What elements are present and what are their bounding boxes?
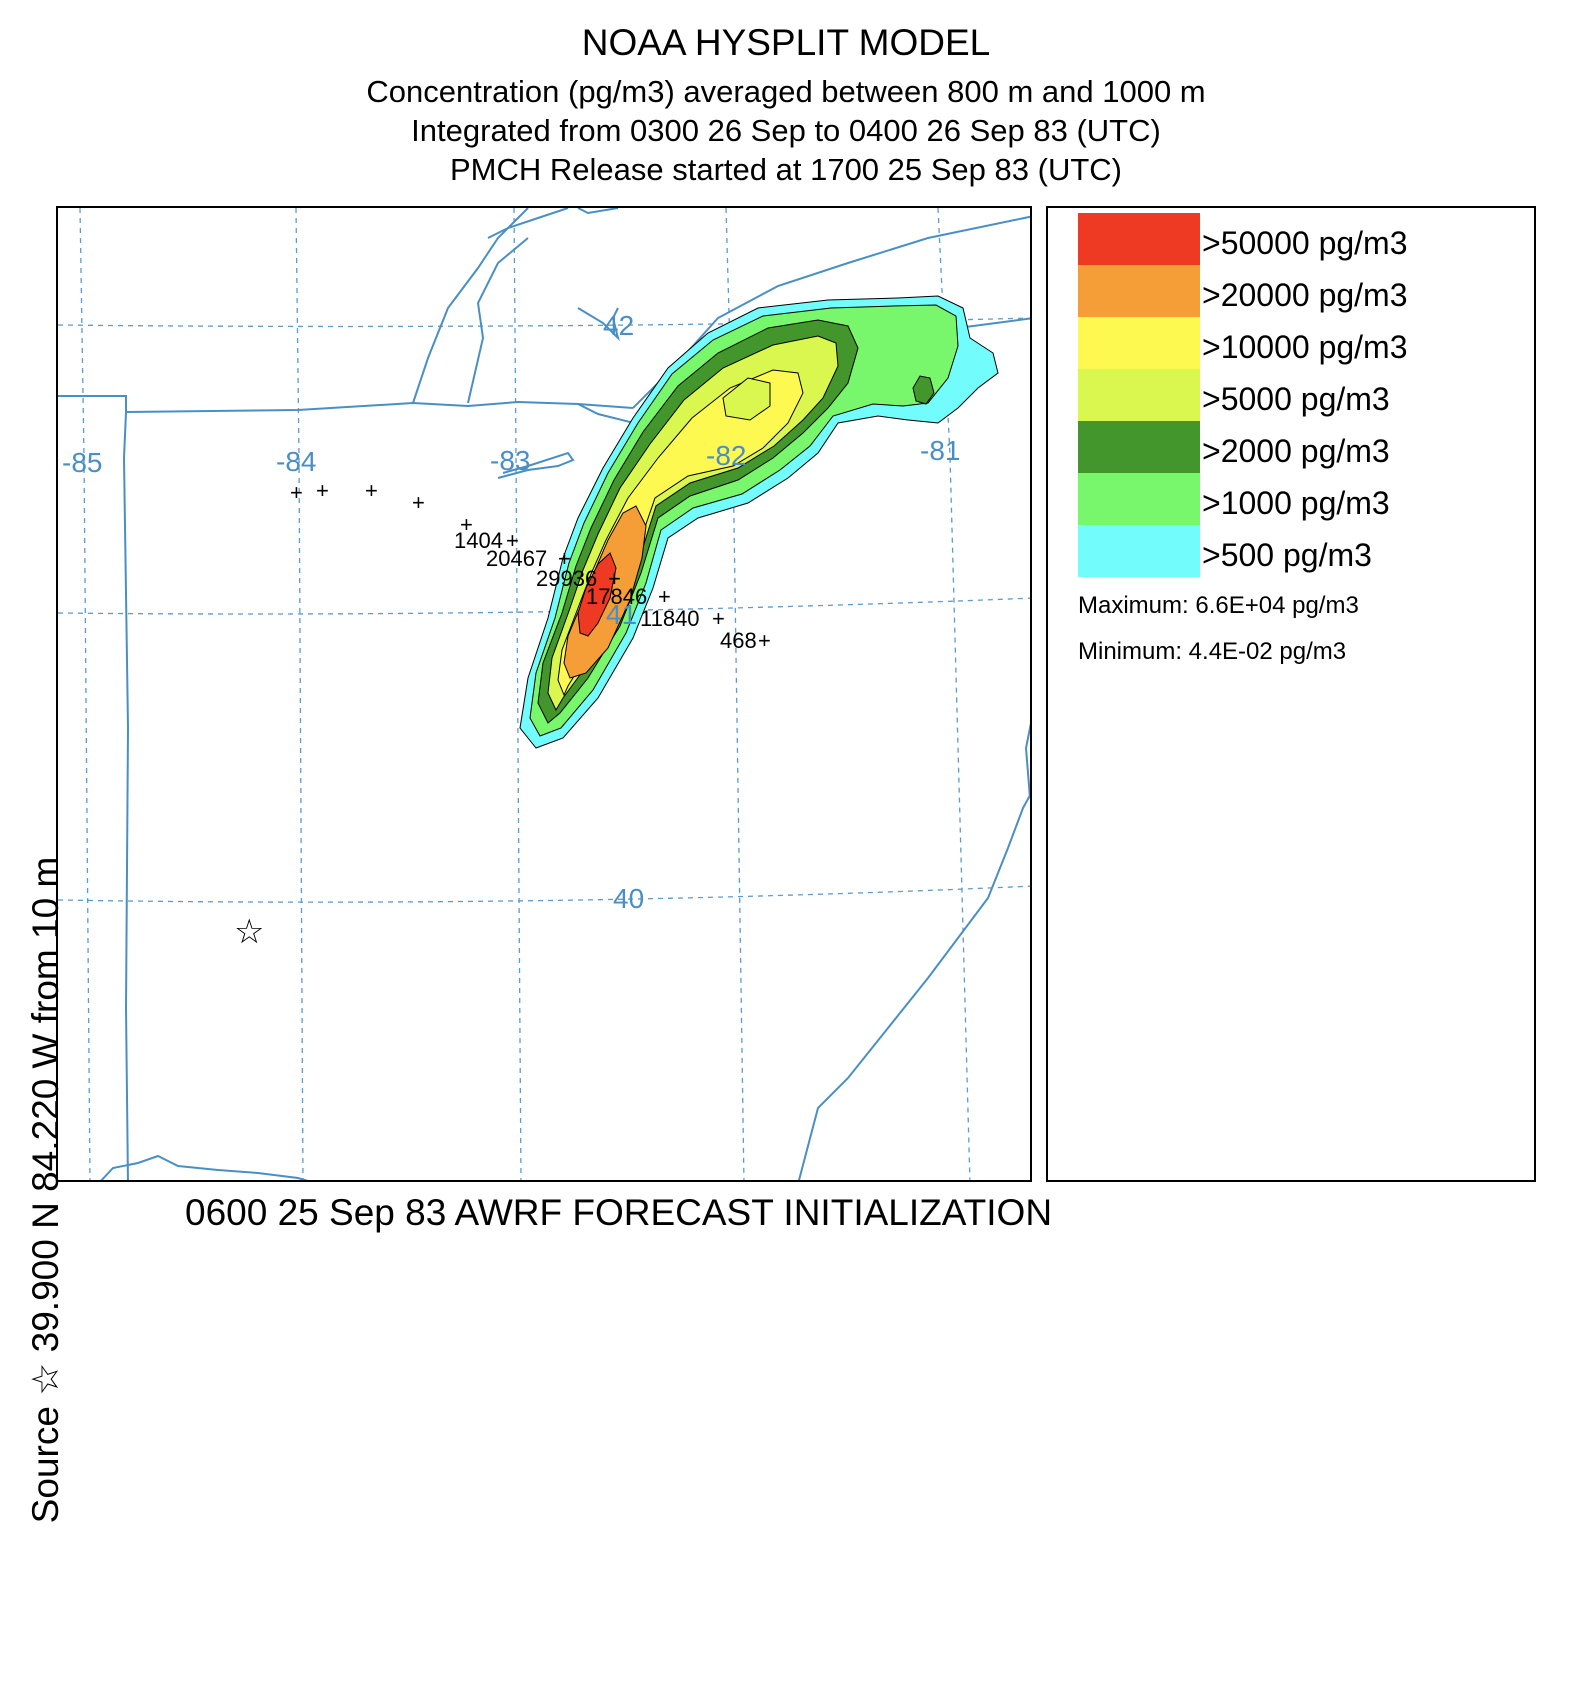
station-value: 468 xyxy=(720,628,757,653)
legend-label: >50000 pg/m3 xyxy=(1202,225,1408,261)
station-plus: + xyxy=(712,606,725,631)
map-frame: -85 -84 -83 -82 -81 42 41 40 + + + + + 1… xyxy=(56,206,1032,1182)
ohio-river xyxy=(100,1154,309,1180)
station-plus: + xyxy=(658,584,671,609)
state-boundaries xyxy=(58,208,1030,1180)
legend-color-swatch xyxy=(1078,265,1200,317)
forecast-initialization-footer: 0600 25 Sep 83 AWRF FORECAST INITIALIZAT… xyxy=(185,1192,1053,1233)
station-plus: + xyxy=(558,546,571,571)
michigan-border xyxy=(58,395,634,414)
latitude-label: 42 xyxy=(603,310,634,341)
legend-label: >2000 pg/m3 xyxy=(1202,433,1390,469)
map-title: NOAA HYSPLIT MODEL xyxy=(581,22,991,63)
map-canvas: -85 -84 -83 -82 -81 42 41 40 + + + + + 1… xyxy=(58,208,1030,1180)
contour-50000 xyxy=(577,552,617,637)
contour-500 xyxy=(519,295,999,749)
legend-color-swatch xyxy=(1078,473,1200,525)
legend-label: >1000 pg/m3 xyxy=(1202,485,1390,521)
legend-item: >5000 pg/m3 xyxy=(1078,369,1518,421)
longitude-label: -84 xyxy=(276,446,316,477)
michigan-coast-north xyxy=(467,237,529,404)
longitude-label: -83 xyxy=(490,445,530,476)
longitude-line-84 xyxy=(295,208,304,1180)
legend-label: >10000 pg/m3 xyxy=(1202,329,1408,365)
concentration-plume xyxy=(519,295,999,749)
station-value: 29936 xyxy=(536,566,597,591)
longitude-label: -81 xyxy=(920,435,960,466)
legend-item: >2000 pg/m3 xyxy=(1078,421,1518,473)
legend-item: >10000 pg/m3 xyxy=(1078,317,1518,369)
latitude-line-41 xyxy=(58,597,1030,615)
minimum-value: Minimum: 4.4E-02 pg/m3 xyxy=(1078,638,1347,665)
station-value: 11840 xyxy=(640,606,700,631)
contour-2000-east-island xyxy=(912,375,935,405)
legend-item: >20000 pg/m3 xyxy=(1078,265,1518,317)
station-plus: + xyxy=(365,478,378,503)
longitude-line-83 xyxy=(513,208,522,1180)
indiana-border xyxy=(122,411,130,1180)
legend-panel: >50000 pg/m3 >20000 pg/m3 >10000 pg/m3 >500… xyxy=(1046,206,1536,1182)
contour-5000-east-pocket xyxy=(722,377,771,421)
legend-color-swatch xyxy=(1078,369,1200,421)
legend-label: >5000 pg/m3 xyxy=(1202,381,1390,417)
source-star-icon: ☆ xyxy=(234,912,264,952)
longitude-line-85 xyxy=(79,208,91,1180)
erie-bay xyxy=(577,307,620,342)
longitude-label: -82 xyxy=(706,440,746,471)
station-plus: + xyxy=(290,480,303,505)
legend-item: >1000 pg/m3 xyxy=(1078,473,1518,525)
concentration-subtitle: Concentration (pg/m3) averaged between 8… xyxy=(366,74,1206,109)
station-plus: + xyxy=(412,490,425,515)
station-value: 17846 xyxy=(586,584,647,609)
legend-label: >500 pg/m3 xyxy=(1202,537,1372,573)
legend-label: >20000 pg/m3 xyxy=(1202,277,1408,313)
station-markers: + + + + + 1404 + 20467 + 29936 + 17846 +… xyxy=(290,478,771,653)
release-start-subtitle: PMCH Release started at 1700 25 Sep 83 (… xyxy=(450,152,1122,187)
maximum-value: Maximum: 6.6E+04 pg/m3 xyxy=(1078,592,1359,619)
station-plus: + xyxy=(316,478,329,503)
sandusky-bay xyxy=(497,451,575,479)
longitude-label: -85 xyxy=(62,447,102,478)
lake-st-clair xyxy=(487,208,619,239)
legend-item: >50000 pg/m3 xyxy=(1078,213,1518,265)
latitude-line-40 xyxy=(58,885,1030,903)
latitude-label: 40 xyxy=(613,883,644,914)
station-value: 1404 xyxy=(454,528,503,553)
integration-period-subtitle: Integrated from 0300 26 Sep to 0400 26 S… xyxy=(411,113,1161,148)
legend-item: >500 pg/m3 xyxy=(1078,525,1518,577)
station-plus: + xyxy=(608,566,621,591)
grid-labels: -85 -84 -83 -82 -81 42 41 40 xyxy=(62,310,960,914)
latitude-label: 41 xyxy=(606,599,637,630)
longitude-line-81 xyxy=(937,208,971,1180)
detroit-river xyxy=(412,208,529,404)
longitude-line-82 xyxy=(725,208,745,1180)
station-plus: + xyxy=(758,628,771,653)
ohio-east-border xyxy=(1024,722,1030,799)
legend-color-swatch xyxy=(1078,317,1200,369)
station-plus: + xyxy=(460,512,473,537)
ohio-river-east xyxy=(798,793,1030,1180)
legend-color-swatch xyxy=(1078,213,1200,265)
legend-color-swatch xyxy=(1078,525,1200,577)
station-plus: + xyxy=(506,528,519,553)
station-value: 20467 xyxy=(486,546,547,571)
legend-color-swatch xyxy=(1078,421,1200,473)
